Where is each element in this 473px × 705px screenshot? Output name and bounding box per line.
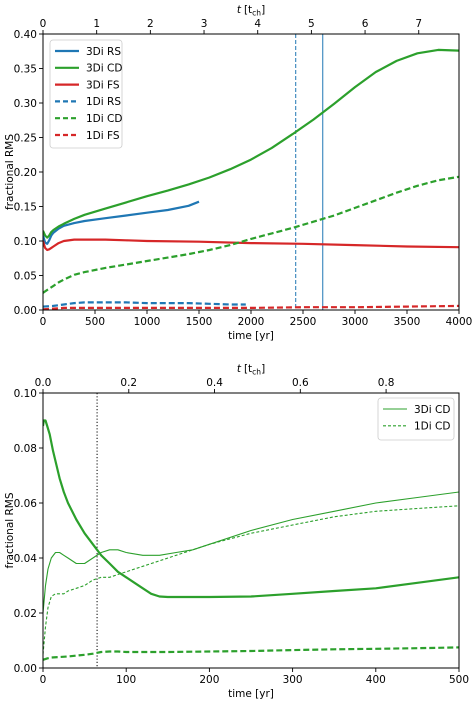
x-tick-label: 2000	[238, 316, 265, 328]
chart-panel-1: 0 500 1000 1500 2000 2500 3000 3500 4000 0.00 0.05…	[4, 4, 472, 342]
plot-frame	[42, 392, 460, 669]
top-x-tick-label: 2	[147, 18, 154, 30]
y-tick-label: 0.02	[14, 608, 37, 620]
series-line-1	[43, 491, 459, 614]
top-x-tick-label: 0.2	[120, 377, 137, 389]
series-line-1	[43, 200, 200, 245]
series-line-5	[43, 175, 459, 294]
x-tick-label: 1000	[134, 316, 161, 328]
y-tick-label: 0.04	[14, 553, 38, 565]
legend-label: 1Di RS	[86, 96, 121, 108]
top-x-tick-label: 0	[40, 18, 47, 30]
y-tick-label: 0.08	[14, 443, 37, 455]
y-axis-label: fractional RMS	[4, 134, 16, 210]
legend-label: 3Di CD	[86, 63, 122, 75]
legend-label: 3Di CD	[414, 404, 450, 416]
y-tick-label: 0.00	[14, 305, 37, 317]
top-x-axis-label: t [tch]	[237, 363, 265, 377]
x-tick-label: 3500	[394, 316, 421, 328]
series-line-2	[43, 48, 459, 239]
y-tick-label: 0.10	[14, 388, 37, 400]
y-axis-label: fractional RMS	[4, 492, 16, 568]
y-tick-label: 0.30	[14, 98, 37, 110]
y-tick-label: 0.20	[14, 167, 37, 179]
series-line-2	[43, 505, 459, 655]
top-x-tick-label: 1	[93, 18, 100, 30]
y-tick-label: 0.15	[14, 201, 37, 213]
series-line-4	[43, 301, 246, 308]
top-x-tick-label: 7	[415, 18, 422, 30]
y-tick-label: 0.35	[14, 63, 37, 75]
top-x-tick-label: 0.0	[35, 377, 52, 389]
legend-label: 1Di CD	[86, 113, 122, 125]
x-tick-label: 0	[40, 674, 47, 686]
x-tick-label: 400	[366, 674, 386, 686]
x-tick-label: 100	[116, 674, 136, 686]
top-x-tick-label: 6	[362, 18, 369, 30]
y-tick-label: 0.05	[14, 270, 37, 282]
legend: 3Di CD 1Di CD	[377, 397, 455, 441]
x-tick-label: 200	[199, 674, 219, 686]
legend-label: 3Di FS	[86, 79, 120, 91]
top-x-tick-label: 5	[308, 18, 315, 30]
top-x-tick-label: 3	[201, 18, 208, 30]
y-tick-label: 0.06	[14, 498, 38, 510]
legend: 3Di RS 3Di CD 3Di FS 1Di RS 1Di CD 1Di FS	[49, 39, 122, 149]
top-x-tick-label: 0.4	[206, 377, 223, 389]
x-tick-label: 1500	[186, 316, 213, 328]
series-line-6	[43, 304, 459, 310]
chart-panel-2: 0 100 200 300 400 500 0.00 0.02 0.04 0.06 0.08 0.10…	[4, 363, 469, 700]
series-group	[43, 48, 459, 310]
y-tick-label: 0.00	[14, 663, 37, 675]
y-tick-label: 0.25	[14, 132, 37, 144]
y-tick-label: 0.10	[14, 236, 37, 248]
top-x-tick-label: 4	[254, 18, 261, 30]
y-tick-label: 0.40	[14, 29, 37, 41]
legend-label: 3Di RS	[86, 46, 121, 58]
x-axis-label: time [yr]	[228, 330, 274, 342]
x-tick-label: 500	[85, 316, 105, 328]
x-tick-label: 2500	[290, 316, 317, 328]
top-x-tick-label: 0.6	[292, 377, 309, 389]
legend-label: 1Di CD	[414, 421, 450, 433]
x-axis-label: time [yr]	[228, 688, 274, 700]
x-tick-label: 0	[40, 316, 47, 328]
x-tick-label: 3000	[342, 316, 369, 328]
x-tick-label: 500	[449, 674, 469, 686]
series-line-3	[43, 419, 459, 599]
legend-label: 1Di FS	[86, 130, 120, 142]
top-x-tick-label: 0.8	[378, 377, 395, 389]
top-x-axis-label: t [tch]	[237, 4, 265, 18]
x-tick-label: 4000	[446, 316, 473, 328]
series-group	[43, 419, 459, 661]
x-tick-label: 300	[283, 674, 303, 686]
series-line-4	[43, 646, 459, 661]
series-line-3	[43, 238, 459, 252]
